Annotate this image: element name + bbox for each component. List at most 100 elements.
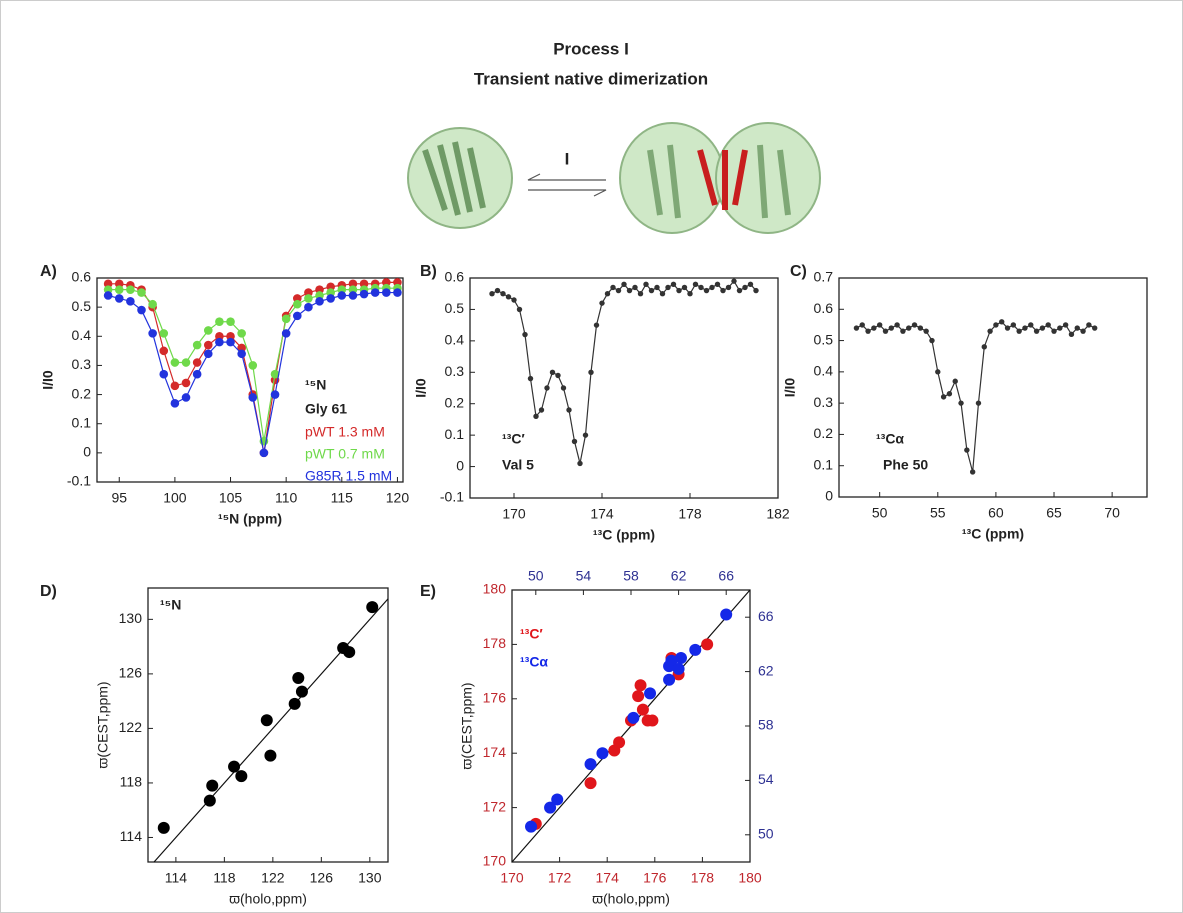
x-tick-label: 176 (643, 870, 667, 886)
data-point (494, 287, 501, 294)
data-point (911, 322, 918, 328)
y-tick-label: 0.1 (72, 414, 92, 430)
y-axis-label: I/I0 (782, 378, 798, 398)
data-point (958, 400, 964, 406)
x-axis-label: ¹³C (ppm) (593, 527, 655, 543)
data-point (644, 687, 657, 700)
data-point (226, 317, 235, 327)
data-point (720, 287, 726, 294)
annotation: Gly 61 (305, 401, 347, 417)
y-tick-label: -0.1 (67, 473, 91, 489)
data-point (170, 381, 180, 391)
data-point (604, 291, 611, 297)
y-tick-label: 0.7 (814, 269, 834, 285)
y-tick-label: 0.2 (445, 394, 465, 410)
x-tick-label: 130 (358, 870, 382, 886)
y2-tick-label: 66 (758, 608, 774, 624)
x-tick-label: 50 (872, 505, 888, 521)
data-point (203, 340, 213, 350)
data-point (643, 281, 649, 287)
data-point (736, 287, 743, 294)
y-tick-label: -0.1 (440, 489, 464, 505)
data-point (248, 393, 258, 402)
panel-label: E) (420, 583, 436, 600)
y-tick-label: 0 (456, 457, 464, 473)
data-point (148, 299, 157, 309)
y-tick-label: 0 (825, 488, 833, 504)
data-point (593, 322, 600, 328)
data-point (577, 460, 583, 467)
y-tick-label: 126 (119, 665, 143, 681)
data-point (235, 770, 248, 783)
data-point (714, 281, 721, 287)
data-point (1057, 325, 1063, 331)
data-point (1086, 322, 1092, 328)
x-axis-label: ¹⁵N (ppm) (218, 511, 282, 527)
data-point (654, 284, 660, 291)
data-point (596, 747, 609, 760)
data-point (343, 646, 356, 659)
x-tick-label: 180 (738, 870, 762, 886)
x-tick-label: 122 (261, 870, 285, 886)
data-point (665, 654, 678, 667)
data-point (511, 297, 517, 303)
data-point (525, 820, 538, 833)
y-tick-label: 174 (483, 744, 507, 760)
data-point (646, 714, 659, 727)
data-point (871, 325, 877, 331)
data-point (882, 328, 889, 334)
data-point (636, 703, 649, 716)
data-point (203, 349, 213, 359)
x-tick-label: 172 (548, 870, 572, 886)
data-point (981, 344, 987, 350)
data-point (670, 281, 677, 287)
data-point (281, 314, 291, 324)
data-point (637, 291, 644, 297)
data-point (610, 284, 616, 291)
data-point (627, 711, 640, 724)
y-tick-label: 176 (483, 690, 507, 706)
data-point (900, 328, 906, 334)
y-tick-label: 0.6 (445, 269, 465, 285)
data-point (917, 325, 924, 331)
equilibrium-arrows (527, 173, 607, 197)
data-point (181, 393, 191, 402)
data-point (181, 378, 191, 388)
annotation: ¹³C′ (502, 431, 525, 447)
data-point (1045, 322, 1051, 328)
data-point (584, 777, 597, 790)
data-point (698, 284, 704, 291)
data-point (853, 325, 860, 331)
x2-tick-label: 54 (576, 568, 592, 584)
data-point (599, 300, 605, 306)
data-point (159, 329, 169, 338)
data-point (288, 697, 301, 710)
data-point (393, 288, 402, 297)
data-point (315, 297, 324, 306)
data-point (192, 369, 202, 379)
data-point (192, 340, 202, 350)
data-point (1080, 328, 1086, 334)
data-point (114, 285, 124, 294)
data-point (304, 294, 313, 303)
data-point (865, 328, 871, 334)
data-point (206, 779, 219, 792)
data-point (969, 469, 976, 475)
y2-tick-label: 50 (758, 826, 774, 842)
data-point (264, 749, 277, 762)
data-point (687, 291, 693, 297)
dimer-structure (619, 122, 821, 234)
data-point (295, 685, 308, 698)
data-point (923, 328, 929, 334)
y-tick-label: 0.1 (445, 426, 465, 442)
data-point (337, 291, 347, 300)
plot-frame (147, 587, 389, 863)
data-point (366, 601, 379, 614)
x-tick-label: 120 (386, 490, 410, 506)
data-point (1033, 328, 1040, 334)
y-tick-label: 0 (83, 444, 91, 460)
data-point (665, 284, 671, 291)
data-point (689, 643, 702, 656)
panel-label: A) (40, 263, 57, 280)
data-point (731, 278, 737, 284)
